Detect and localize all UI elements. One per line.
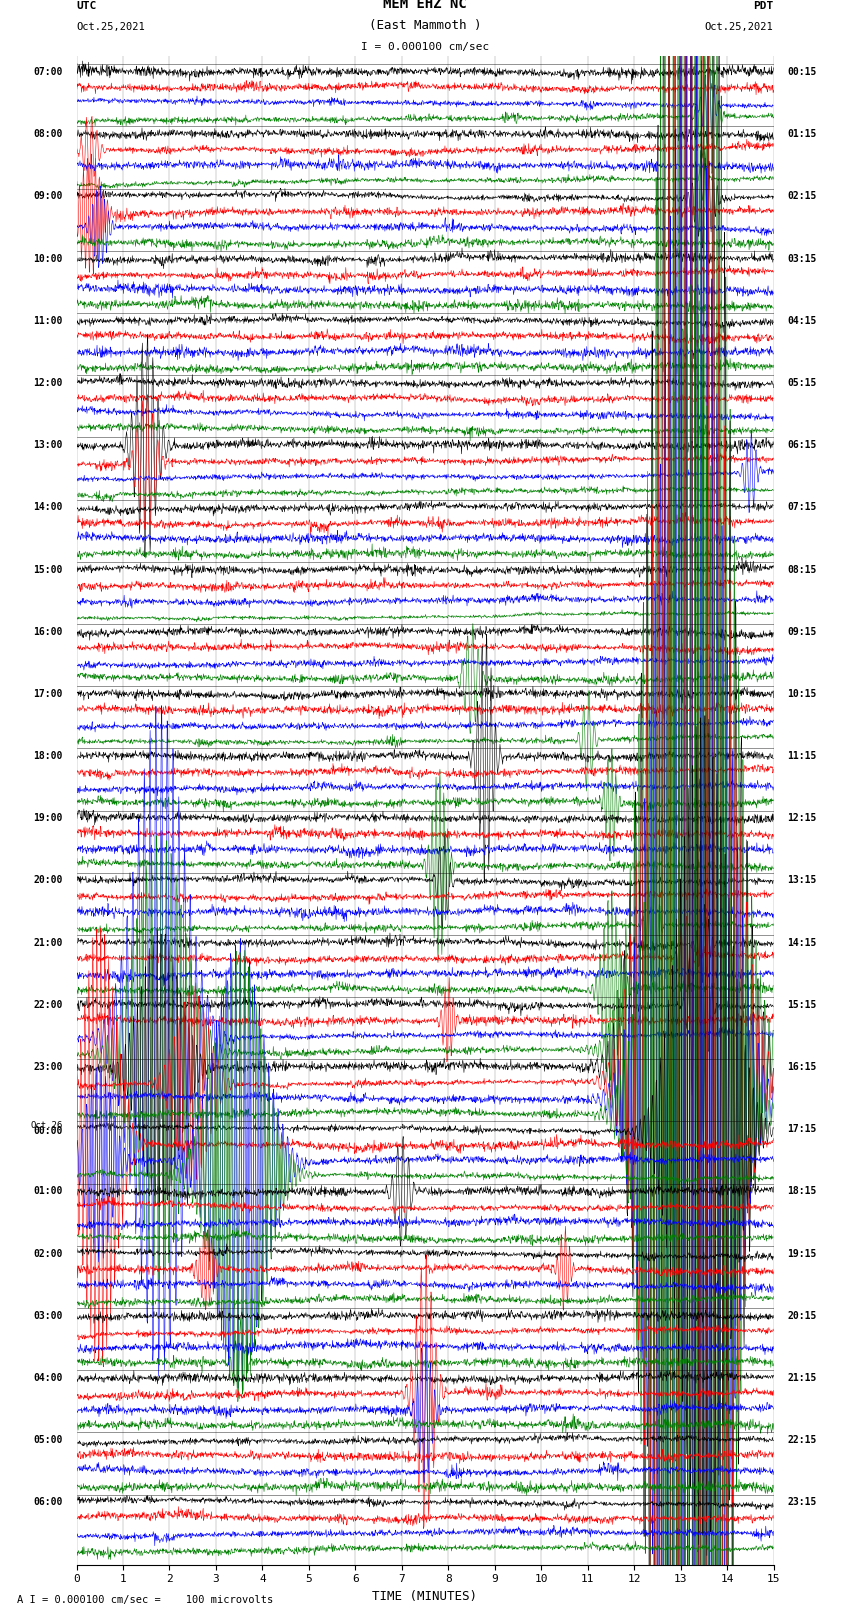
Text: 16:15: 16:15 [787, 1061, 817, 1073]
Text: 03:00: 03:00 [33, 1311, 63, 1321]
Text: 04:00: 04:00 [33, 1373, 63, 1382]
Text: 12:15: 12:15 [787, 813, 817, 823]
Text: 04:15: 04:15 [787, 316, 817, 326]
Text: 09:00: 09:00 [33, 192, 63, 202]
Text: 05:00: 05:00 [33, 1436, 63, 1445]
Text: 15:15: 15:15 [787, 1000, 817, 1010]
Text: 06:00: 06:00 [33, 1497, 63, 1508]
Text: 11:00: 11:00 [33, 316, 63, 326]
Text: 05:15: 05:15 [787, 377, 817, 389]
Text: 06:15: 06:15 [787, 440, 817, 450]
Text: 16:00: 16:00 [33, 627, 63, 637]
Text: 22:15: 22:15 [787, 1436, 817, 1445]
Text: 08:15: 08:15 [787, 565, 817, 574]
Text: 03:15: 03:15 [787, 253, 817, 263]
Text: 12:00: 12:00 [33, 377, 63, 389]
Text: Oct.25,2021: Oct.25,2021 [705, 23, 774, 32]
Text: 10:00: 10:00 [33, 253, 63, 263]
Text: 00:15: 00:15 [787, 68, 817, 77]
X-axis label: TIME (MINUTES): TIME (MINUTES) [372, 1590, 478, 1603]
Text: UTC: UTC [76, 2, 97, 11]
Text: 17:00: 17:00 [33, 689, 63, 698]
Text: 19:00: 19:00 [33, 813, 63, 823]
Text: (East Mammoth ): (East Mammoth ) [369, 19, 481, 32]
Text: 11:15: 11:15 [787, 752, 817, 761]
Text: 23:15: 23:15 [787, 1497, 817, 1508]
Text: Oct.26: Oct.26 [31, 1121, 63, 1129]
Text: 09:15: 09:15 [787, 627, 817, 637]
Text: 01:00: 01:00 [33, 1187, 63, 1197]
Text: A I = 0.000100 cm/sec =    100 microvolts: A I = 0.000100 cm/sec = 100 microvolts [17, 1595, 273, 1605]
Text: 15:00: 15:00 [33, 565, 63, 574]
Text: 02:15: 02:15 [787, 192, 817, 202]
Text: 14:15: 14:15 [787, 937, 817, 948]
Text: 02:00: 02:00 [33, 1248, 63, 1258]
Text: 18:00: 18:00 [33, 752, 63, 761]
Text: 07:15: 07:15 [787, 502, 817, 513]
Text: 01:15: 01:15 [787, 129, 817, 139]
Text: MEM EHZ NC: MEM EHZ NC [383, 0, 467, 11]
Text: 20:15: 20:15 [787, 1311, 817, 1321]
Text: 22:00: 22:00 [33, 1000, 63, 1010]
Text: 23:00: 23:00 [33, 1061, 63, 1073]
Text: 17:15: 17:15 [787, 1124, 817, 1134]
Text: 13:15: 13:15 [787, 876, 817, 886]
Text: 08:00: 08:00 [33, 129, 63, 139]
Text: 18:15: 18:15 [787, 1187, 817, 1197]
Text: 07:00: 07:00 [33, 68, 63, 77]
Text: 14:00: 14:00 [33, 502, 63, 513]
Text: 00:00: 00:00 [33, 1126, 63, 1136]
Text: 20:00: 20:00 [33, 876, 63, 886]
Text: PDT: PDT [753, 2, 774, 11]
Text: 10:15: 10:15 [787, 689, 817, 698]
Text: 19:15: 19:15 [787, 1248, 817, 1258]
Text: 13:00: 13:00 [33, 440, 63, 450]
Text: 21:00: 21:00 [33, 937, 63, 948]
Text: 21:15: 21:15 [787, 1373, 817, 1382]
Text: Oct.25,2021: Oct.25,2021 [76, 23, 145, 32]
Text: I = 0.000100 cm/sec: I = 0.000100 cm/sec [361, 42, 489, 52]
